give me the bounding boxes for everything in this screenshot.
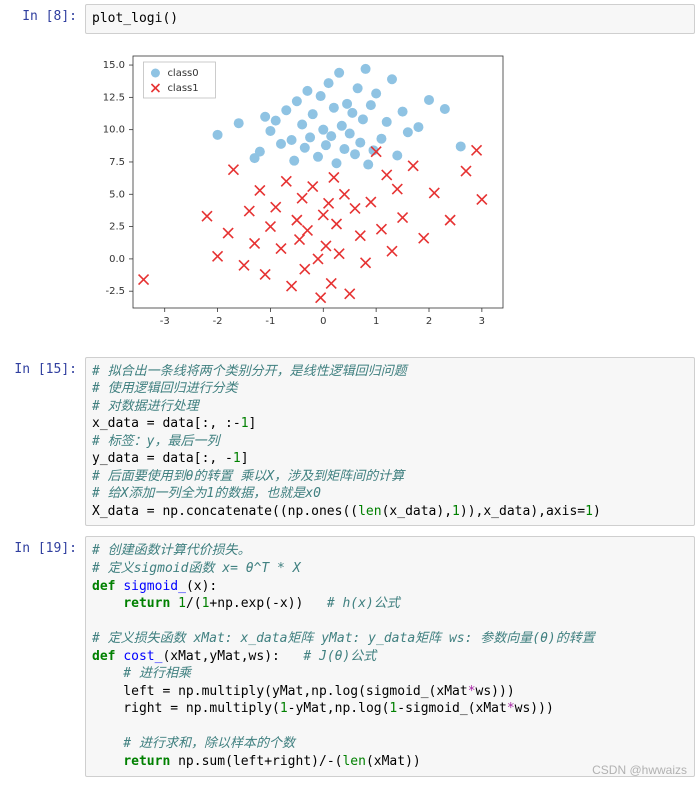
svg-text:-3: -3 — [160, 316, 170, 327]
code: ws))) — [476, 684, 515, 699]
keyword: def — [92, 649, 115, 664]
comment: # 进行求和，除以样本的个数 — [92, 736, 295, 751]
code — [92, 596, 123, 611]
output-cell-8: -3 -2 -1 0 1 2 3 -2.5 0.0 2.5 5.0 7.5 10.0 12.5 15.0 cl… — [0, 40, 695, 345]
code-cell-19: In [19]: # 创建函数计算代价损失。 # 定义sigmoid函数 x= … — [0, 532, 695, 780]
num: 1 — [280, 701, 288, 716]
code — [170, 596, 178, 611]
code-input-8[interactable]: plot_logi() — [85, 4, 695, 34]
svg-text:2: 2 — [426, 316, 432, 327]
svg-text:7.5: 7.5 — [109, 157, 125, 168]
code-input-19[interactable]: # 创建函数计算代价损失。 # 定义sigmoid函数 x= θ^T * X d… — [85, 536, 695, 776]
comment: # 使用逻辑回归进行分类 — [92, 381, 238, 396]
builtin: len — [342, 754, 365, 769]
scatter-chart: -3 -2 -1 0 1 2 3 -2.5 0.0 2.5 5.0 7.5 10.0 12.5 15.0 cl… — [85, 46, 515, 336]
num: 1 — [452, 504, 460, 519]
code: (xMat)) — [366, 754, 421, 769]
code: y_data = data[:, - — [92, 451, 233, 466]
comment: # h(x)公式 — [327, 596, 400, 611]
comment: # 创建函数计算代价损失。 — [92, 543, 251, 558]
code: (xMat,yMat,ws): — [162, 649, 303, 664]
code-cell-15: In [15]: # 拟合出一条线将两个类别分开，是线性逻辑回归问题 # 使用逻… — [0, 353, 695, 531]
code: (x_data), — [382, 504, 452, 519]
svg-text:2.5: 2.5 — [109, 221, 125, 232]
code: ws))) — [515, 701, 554, 716]
svg-text:15.0: 15.0 — [103, 60, 125, 71]
code: x_data = data[:, :- — [92, 416, 241, 431]
in-prompt-19: In [19]: — [0, 536, 85, 776]
comment: # 定义sigmoid函数 x= θ^T * X — [92, 561, 301, 576]
code: left = np.multiply(yMat,np.log(sigmoid_(… — [92, 684, 468, 699]
out-prompt-8 — [0, 40, 85, 345]
code: -sigmoid_(xMat — [397, 701, 507, 716]
fn-name: sigmoid_ — [123, 579, 186, 594]
code-cell-8: In [8]: plot_logi() — [0, 0, 695, 38]
watermark: CSDN @hwwaizs — [592, 763, 687, 777]
num: 1 — [241, 416, 249, 431]
svg-text:3: 3 — [479, 316, 485, 327]
svg-text:0.0: 0.0 — [109, 253, 125, 264]
comment: # 对数据进行处理 — [92, 399, 199, 414]
code: )),x_data),axis= — [460, 504, 585, 519]
op: * — [468, 684, 476, 699]
comment: # 给X添加一列全为1的数据，也就是x0 — [92, 486, 321, 501]
code: np.sum(left+right)/-( — [170, 754, 342, 769]
code: ] — [241, 451, 249, 466]
code: right = np.multiply( — [92, 701, 280, 716]
comment: # 进行相乘 — [92, 666, 191, 681]
op: * — [507, 701, 515, 716]
code-line: plot_logi() — [92, 11, 178, 26]
svg-text:-1: -1 — [265, 316, 275, 327]
fn-name: cost_ — [123, 649, 162, 664]
code: ] — [249, 416, 257, 431]
code — [92, 754, 123, 769]
svg-text:class1: class1 — [167, 83, 198, 94]
code: ) — [593, 504, 601, 519]
code-input-15[interactable]: # 拟合出一条线将两个类别分开，是线性逻辑回归问题 # 使用逻辑回归进行分类 #… — [85, 357, 695, 527]
comment: # 后面要使用到θ的转置 乘以X，涉及到矩阵间的计算 — [92, 469, 404, 484]
code: -yMat,np.log( — [288, 701, 390, 716]
num: 1 — [233, 451, 241, 466]
svg-text:-2.5: -2.5 — [105, 286, 125, 297]
builtin: len — [358, 504, 381, 519]
keyword: def — [92, 579, 115, 594]
code: (x): — [186, 579, 217, 594]
keyword: return — [123, 754, 170, 769]
comment: # 定义损失函数 xMat: x_data矩阵 yMat: y_data矩阵 w… — [92, 631, 595, 646]
svg-text:12.5: 12.5 — [103, 92, 125, 103]
in-prompt-8: In [8]: — [0, 4, 85, 34]
code: /( — [186, 596, 202, 611]
keyword: return — [123, 596, 170, 611]
comment: # 标签：y，最后一列 — [92, 434, 219, 449]
comment: # J(θ)公式 — [303, 649, 376, 664]
svg-text:-2: -2 — [213, 316, 223, 327]
comment: # 拟合出一条线将两个类别分开，是线性逻辑回归问题 — [92, 364, 407, 379]
svg-text:1: 1 — [373, 316, 379, 327]
num: 1 — [178, 596, 186, 611]
num: 1 — [585, 504, 593, 519]
code: +np.exp(-x)) — [209, 596, 326, 611]
code: X_data = np.concatenate((np.ones(( — [92, 504, 358, 519]
svg-text:0: 0 — [320, 316, 326, 327]
svg-text:class0: class0 — [167, 68, 198, 79]
in-prompt-15: In [15]: — [0, 357, 85, 527]
svg-text:5.0: 5.0 — [109, 189, 125, 200]
chart-output: -3 -2 -1 0 1 2 3 -2.5 0.0 2.5 5.0 7.5 10.0 12.5 15.0 cl… — [85, 40, 695, 345]
svg-text:10.0: 10.0 — [103, 124, 125, 135]
